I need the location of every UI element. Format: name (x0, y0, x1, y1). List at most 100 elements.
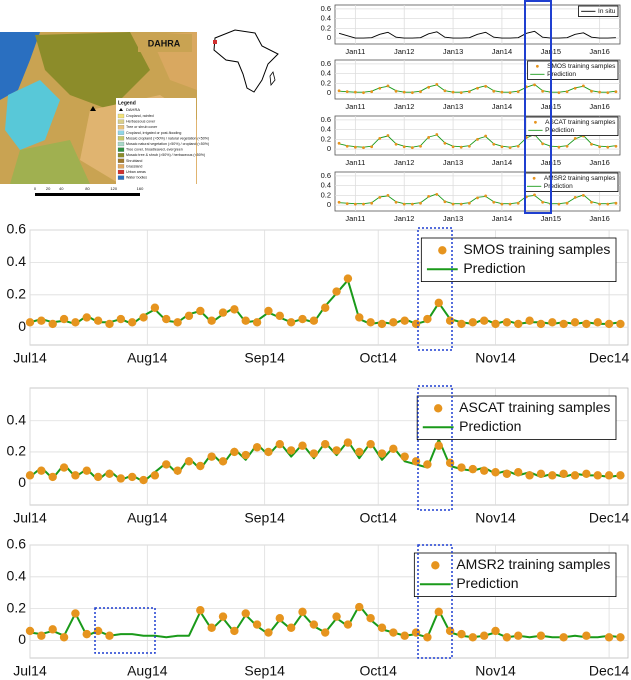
sample-point (479, 316, 489, 325)
sample-point (127, 318, 137, 327)
sample-point (116, 314, 126, 324)
sample-point (321, 303, 330, 312)
sample-point (343, 274, 353, 283)
sample-point (492, 142, 496, 146)
sample-point (362, 202, 365, 206)
plot-area (334, 4, 621, 45)
sample-point (196, 306, 205, 316)
sample-point (370, 201, 374, 205)
sample-point (557, 145, 561, 149)
sample-point (400, 316, 409, 325)
legend-label: AMSR2 training samples (544, 175, 616, 182)
x-tick-label: Jul14 (13, 350, 47, 366)
sample-point (457, 463, 466, 472)
map-legend-label: DAHRA (126, 107, 140, 112)
sample-point (184, 311, 194, 321)
sample-point (105, 631, 114, 640)
sample-point (500, 202, 504, 206)
sample-point (435, 133, 439, 136)
highlight-box (417, 227, 453, 351)
map-legend-label: Mosaic cropland (>50%) / natural vegetat… (126, 136, 209, 140)
sample-point (355, 313, 364, 322)
x-tick-label: Jan16 (589, 158, 609, 167)
sample-point (241, 609, 250, 618)
sample-point (548, 318, 557, 327)
map-legend-box (116, 98, 196, 184)
sample-point (434, 607, 443, 617)
y-tick-label: 0.2 (7, 599, 27, 615)
sample-point (606, 202, 610, 206)
sample-point (218, 457, 228, 466)
sample-point (150, 471, 160, 480)
sample-point (593, 471, 602, 480)
scale-label: 0 (34, 186, 37, 191)
sample-point (71, 609, 80, 618)
sample-point (264, 306, 273, 316)
sample-point (366, 318, 375, 327)
sample-point (467, 144, 471, 148)
map-legend-label: Herbaceous cover (126, 120, 156, 124)
legend-label: Prediction (544, 183, 573, 190)
sample-point (298, 441, 307, 450)
sample-point (604, 471, 614, 480)
x-tick-label: Aug14 (127, 510, 168, 526)
sample-point (345, 90, 349, 94)
sample-point (332, 287, 341, 296)
sample-point (598, 90, 602, 94)
sample-point (457, 319, 466, 329)
sample-point (616, 319, 625, 329)
sample-point (541, 89, 545, 93)
sample-point (389, 628, 398, 637)
sample-point (423, 460, 432, 469)
y-tick-label: 0.6 (7, 536, 27, 552)
y-tick-label: 0.6 (7, 221, 27, 237)
sample-point (337, 200, 341, 204)
sample-point (370, 145, 374, 149)
sample-point (536, 319, 546, 329)
sample-point (162, 314, 171, 324)
sample-point (150, 303, 160, 312)
scale-label: 40 (59, 186, 64, 191)
sample-point (332, 446, 341, 455)
sample-point (419, 144, 422, 148)
legend-box (413, 552, 617, 597)
x-tick-label: Nov14 (475, 663, 516, 679)
sample-point (604, 633, 614, 642)
sample-point (386, 194, 390, 197)
sample-point (25, 626, 35, 636)
x-tick-label: Jan11 (345, 47, 365, 56)
sample-point (402, 90, 406, 94)
map-legend-label: Cropland, rainfed (126, 114, 154, 118)
sample-point (71, 471, 80, 480)
site-marker (119, 108, 123, 111)
map-legend-swatch (117, 119, 125, 124)
sample-point (353, 202, 357, 206)
sample-point (536, 469, 546, 478)
sample-point (366, 614, 375, 623)
map-legend-label: Grassland (126, 164, 142, 168)
sample-point (467, 201, 471, 205)
sample-point (309, 449, 319, 458)
sample-point (616, 471, 625, 480)
sample-point (345, 202, 349, 206)
sample-point (557, 202, 561, 206)
x-tick-label: Dec14 (589, 510, 630, 526)
sample-point (207, 623, 216, 632)
sample-point (411, 628, 421, 637)
sample-point (386, 84, 390, 88)
legend-label: Prediction (463, 260, 525, 276)
sample-point (614, 144, 618, 148)
y-tick-label: 0.6 (321, 4, 331, 13)
x-tick-label: Jan12 (394, 158, 414, 167)
sample-point (362, 146, 365, 150)
map-legend-title: Legend (118, 100, 136, 106)
sample-point (614, 90, 618, 94)
sample-point (573, 195, 577, 199)
sample-point (82, 629, 91, 639)
legend-symbol (438, 246, 447, 255)
sample-point (252, 318, 262, 327)
x-tick-label: Jan14 (492, 214, 512, 223)
map-legend-swatch (117, 164, 125, 169)
